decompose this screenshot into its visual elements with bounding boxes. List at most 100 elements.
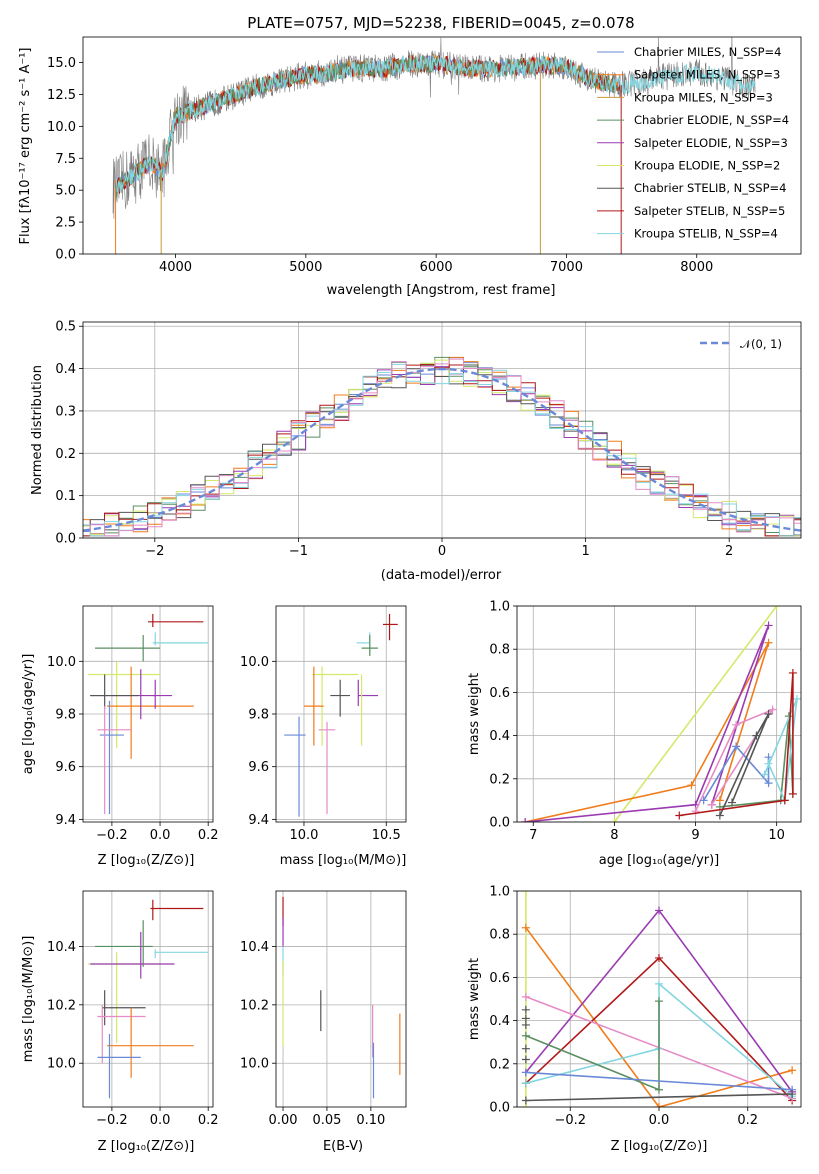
- residual-histogram: [83, 358, 801, 537]
- y-tick-label: 0.8: [489, 643, 510, 658]
- point-marker: [610, 818, 619, 822]
- point-marker: [675, 811, 684, 820]
- point-marker: [788, 1066, 797, 1075]
- y-tick-label: 9.8: [248, 708, 269, 723]
- legend-entry: Salpeter STELIB, N_SSP=5: [634, 204, 785, 218]
- spectrum-ylabel: Flux [fλ10⁻¹⁷ erg cm⁻² s⁻¹ A⁻¹]: [18, 48, 33, 245]
- y-tick-label: 1.0: [489, 885, 510, 900]
- point-marker: [655, 953, 663, 962]
- y-tick-label: 0.0: [489, 1101, 510, 1116]
- residual-histogram: [83, 359, 801, 537]
- legend-entry: 𝒩(0, 1): [740, 337, 782, 351]
- point-marker: [521, 923, 530, 932]
- y-tick-label: 0.0: [489, 816, 510, 831]
- weight-z-line: [525, 1093, 793, 1102]
- wz-ylabel: mass weight: [467, 958, 482, 1040]
- point-marker: [764, 621, 773, 630]
- y-tick-label: 0.3: [55, 404, 76, 419]
- point-marker: [521, 1068, 530, 1077]
- y-tick-label: 0.0: [55, 248, 76, 263]
- weight-age-line: [694, 707, 775, 812]
- point-marker: [788, 668, 797, 677]
- axes-frame: [516, 605, 802, 823]
- point-marker: [772, 606, 781, 610]
- age-vs-mass-panel: 10.0 10.5 9.4 9.6 9.8 10.0 mass [log₁₀(M/M⊙)]: [240, 605, 407, 868]
- x-tick-label: 0.10: [356, 1113, 385, 1128]
- x-tick-label: 0.2: [198, 828, 219, 843]
- point-marker: [521, 1014, 530, 1023]
- point-marker: [760, 770, 769, 779]
- y-tick-label: 5.0: [55, 184, 76, 199]
- weight-age-line: [763, 698, 798, 804]
- y-tick-label: 1.0: [489, 600, 510, 615]
- y-tick-label: 0.6: [489, 686, 510, 701]
- y-tick-label: 10.0: [240, 1057, 269, 1072]
- wz-xlabel: Z [log₁₀(Z/Z⊙)]: [611, 1139, 708, 1154]
- x-tick-label: 0.00: [269, 1113, 298, 1128]
- point-marker: [521, 1079, 530, 1088]
- x-tick-label: 0: [438, 544, 446, 559]
- point-marker: [687, 781, 696, 790]
- model-spectrum: [115, 55, 756, 193]
- plot-area: [87, 613, 209, 815]
- agez-ylabel: age [log₁₀(age/yr)]: [21, 654, 36, 775]
- legend-entry: Kroupa STELIB, N_SSP=4: [634, 227, 778, 241]
- weight-age-line: [719, 713, 770, 816]
- point-marker: [792, 694, 801, 703]
- axes-frame: [82, 36, 802, 255]
- point-marker: [521, 1055, 530, 1064]
- y-tick-label: 12.5: [47, 88, 76, 103]
- weight-z-line: [525, 927, 793, 1107]
- weight-age-line: [525, 625, 770, 822]
- y-tick-label: 0.8: [489, 928, 510, 943]
- legend-entry: Salpeter MILES, N_SSP=3: [634, 68, 780, 82]
- y-tick-label: 9.6: [248, 760, 269, 775]
- plot-area: [87, 899, 209, 1099]
- spectrum-title: PLATE=0757, MJD=52238, FIBERID=0045, z=0…: [247, 14, 634, 32]
- point-marker: [788, 1090, 797, 1099]
- point-marker: [655, 906, 663, 915]
- residuals-ylabel: Normed distribution: [30, 365, 45, 495]
- x-tick-label: 7000: [550, 260, 583, 275]
- y-tick-label: 10.2: [240, 998, 269, 1013]
- point-marker: [768, 705, 777, 714]
- point-marker: [521, 1044, 530, 1053]
- y-tick-label: 2.5: [55, 216, 76, 231]
- x-tick-label: −1: [289, 544, 308, 559]
- agez-xlabel: Z [log₁₀(Z/Z⊙)]: [98, 853, 195, 868]
- axes-frame: [275, 890, 407, 1108]
- point-marker: [764, 759, 773, 768]
- y-tick-label: 10.4: [47, 940, 76, 955]
- legend-entry: Chabrier MILES, N_SSP=4: [634, 45, 781, 59]
- x-tick-label: 10.5: [372, 828, 401, 843]
- axes-frame: [82, 890, 214, 1108]
- point-marker: [780, 796, 789, 805]
- point-marker: [521, 818, 530, 822]
- point-marker: [655, 997, 663, 1006]
- point-marker: [715, 811, 724, 820]
- x-tick-label: 9: [691, 828, 699, 843]
- x-tick-label: −0.2: [96, 828, 128, 843]
- y-tick-label: 9.8: [55, 708, 76, 723]
- point-marker: [788, 789, 797, 798]
- x-tick-label: 7: [529, 828, 537, 843]
- point-marker: [764, 710, 773, 718]
- point-marker: [655, 979, 663, 988]
- residuals-panel: −2 −1 0 1 2 0.0 0.1 0.2 0.3 0.4 0.5 (data-model)/er…: [30, 320, 802, 583]
- y-tick-label: 10.0: [47, 655, 76, 670]
- y-tick-label: 0.5: [55, 320, 76, 335]
- weight-age-line: [679, 672, 794, 817]
- point-marker: [732, 720, 741, 729]
- y-tick-label: 0.2: [489, 772, 510, 787]
- y-tick-label: 10.0: [47, 1057, 76, 1072]
- weight-vs-z-panel: −0.2 0.0 0.2 0.0 0.2 0.4 0.6 0.8 1.0 Z [log₁₀(Z/Z…: [467, 885, 802, 1154]
- point-marker: [521, 891, 530, 895]
- legend-entry: Salpeter ELODIE, N_SSP=3: [634, 136, 788, 150]
- y-tick-label: 0.1: [55, 489, 76, 504]
- wage-ylabel: mass weight: [467, 673, 482, 755]
- y-tick-label: 0.2: [55, 447, 76, 462]
- x-tick-label: 0.0: [150, 1113, 171, 1128]
- normal-curve: [83, 367, 801, 532]
- x-tick-label: 4000: [159, 260, 192, 275]
